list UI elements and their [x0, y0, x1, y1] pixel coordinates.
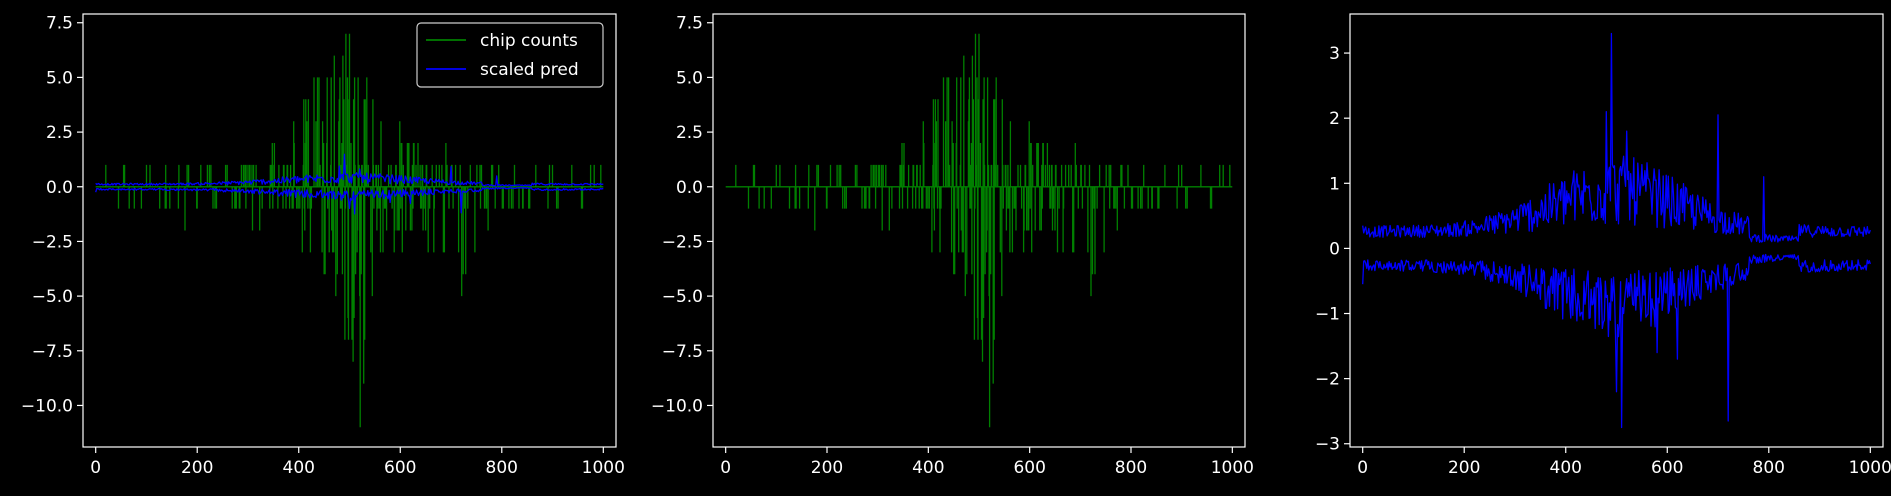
- panel-chip-and-pred: 0 200 400 600 800 1000 7.5 5.0 2.5 0.0 −2.5 −5.0 −7.…: [21, 13, 625, 478]
- y-tick-label: −7.5: [662, 342, 703, 362]
- plot-area: [1362, 32, 1871, 429]
- y-tick-label: −2: [1315, 370, 1340, 390]
- series-scaled-pred-upper: [95, 153, 604, 187]
- legend: chip counts scaled pred: [416, 22, 604, 88]
- y-tick-label: −2.5: [32, 232, 73, 252]
- x-tick-label: 600: [384, 458, 416, 478]
- x-tick-label: 400: [912, 458, 944, 478]
- x-tick-label: 0: [720, 458, 731, 478]
- y-tick-label: −5.0: [32, 287, 73, 307]
- y-tick-label: −7.5: [32, 342, 73, 362]
- x-tick-label: 200: [181, 458, 213, 478]
- plot-area: [725, 33, 1233, 428]
- y-tick-label: −2.5: [662, 232, 703, 252]
- y-tick-label: 0: [1329, 239, 1340, 259]
- y-tick-label: 2: [1329, 109, 1340, 129]
- y-tick-label: −10.0: [651, 396, 703, 416]
- panel-chip-counts: 0 200 400 600 800 1000 7.5 5.0 2.5 0.0 −2.5 −5.0 −7.…: [651, 13, 1254, 478]
- y-tick-label: 5.0: [46, 68, 73, 88]
- y-tick-label: −1: [1315, 305, 1340, 325]
- axes-frame: [82, 13, 617, 448]
- x-tick-label: 600: [1013, 458, 1045, 478]
- legend-label-scaled-pred: scaled pred: [480, 60, 579, 80]
- x-tick-label: 400: [1550, 458, 1582, 478]
- x-tick-label: 200: [1448, 458, 1480, 478]
- x-tick-label: 1000: [1211, 458, 1254, 478]
- panel-scaled-pred: 0 200 400 600 800 1000 3 2 1 0 −1 −2 −3: [1315, 13, 1891, 478]
- series-scaled-pred-upper: [1362, 32, 1871, 243]
- series-chip-counts: [95, 33, 604, 428]
- y-tick-label: 7.5: [676, 14, 703, 34]
- y-tick-label: −10.0: [21, 396, 73, 416]
- x-tick-label: 600: [1651, 458, 1683, 478]
- y-tick-label: −3: [1315, 435, 1340, 455]
- x-tick-label: 0: [90, 458, 101, 478]
- axes-frame: [712, 13, 1246, 448]
- legend-label-chip-counts: chip counts: [480, 31, 578, 51]
- x-tick-label: 800: [1753, 458, 1785, 478]
- y-tick-label: 5.0: [676, 68, 703, 88]
- axes-frame: [1349, 13, 1884, 448]
- legend-frame: [416, 22, 604, 88]
- y-tick-label: 7.5: [46, 14, 73, 34]
- y-tick-label: 3: [1329, 44, 1340, 64]
- series-scaled-pred-lower: [1362, 253, 1871, 429]
- x-tick-label: 0: [1357, 458, 1368, 478]
- x-tick-label: 1000: [582, 458, 625, 478]
- series-scaled-pred-lower: [95, 187, 604, 215]
- x-tick-label: 200: [811, 458, 843, 478]
- x-tick-label: 1000: [1849, 458, 1891, 478]
- y-tick-label: 2.5: [676, 123, 703, 143]
- series-chip-counts: [725, 33, 1233, 428]
- y-tick-label: −5.0: [662, 287, 703, 307]
- x-tick-label: 800: [486, 458, 518, 478]
- x-tick-label: 400: [283, 458, 315, 478]
- y-tick-label: 1: [1329, 174, 1340, 194]
- y-tick-label: 0.0: [46, 178, 73, 198]
- y-tick-label: 0.0: [676, 178, 703, 198]
- y-tick-label: 2.5: [46, 123, 73, 143]
- x-tick-label: 800: [1115, 458, 1147, 478]
- plot-area: [95, 33, 604, 428]
